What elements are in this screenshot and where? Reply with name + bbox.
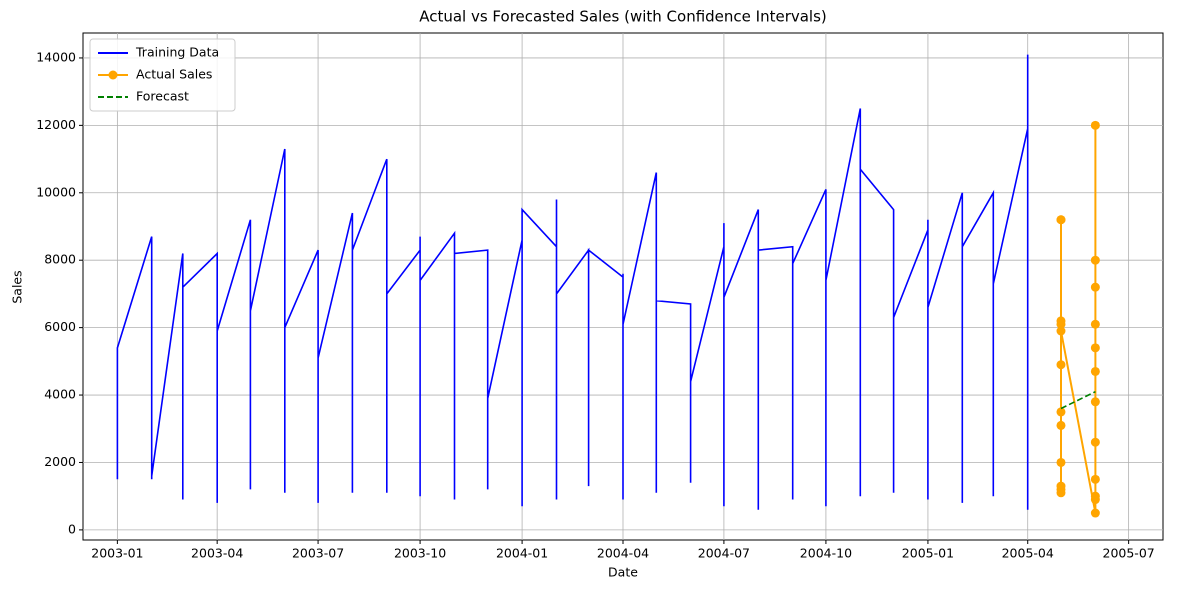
x-tick-label: 2005-07	[1103, 546, 1155, 561]
y-tick-label: 0	[68, 521, 76, 536]
x-tick-label: 2005-04	[1002, 546, 1054, 561]
y-axis-label: Sales	[10, 270, 25, 303]
marker	[1056, 215, 1066, 225]
y-tick-label: 4000	[44, 387, 76, 402]
x-tick-label: 2004-01	[496, 546, 548, 561]
y-tick-label: 2000	[44, 454, 76, 469]
marker	[1090, 282, 1100, 292]
marker	[1056, 420, 1066, 430]
x-tick-label: 2003-01	[91, 546, 143, 561]
legend-label: Training Data	[135, 45, 219, 60]
x-tick-label: 2004-10	[800, 546, 852, 561]
marker	[1056, 319, 1066, 329]
marker	[1056, 326, 1066, 336]
marker	[1056, 488, 1066, 498]
x-tick-label: 2004-04	[597, 546, 649, 561]
marker	[1090, 366, 1100, 376]
x-tick-label: 2003-10	[394, 546, 446, 561]
marker	[1056, 481, 1066, 491]
x-axis-label: Date	[608, 565, 638, 580]
marker	[1090, 397, 1100, 407]
marker	[1090, 437, 1100, 447]
x-tick-label: 2003-04	[191, 546, 243, 561]
marker	[1090, 255, 1100, 265]
marker	[1090, 508, 1100, 518]
legend-label: Actual Sales	[136, 67, 212, 82]
series-line	[116, 54, 1029, 510]
legend-label: Forecast	[136, 89, 189, 104]
y-tick-label: 14000	[36, 49, 76, 64]
legend-marker	[108, 70, 118, 80]
marker	[1090, 120, 1100, 130]
y-tick-label: 6000	[44, 319, 76, 334]
marker	[1056, 360, 1066, 370]
y-tick-label: 10000	[36, 184, 76, 199]
marker	[1090, 343, 1100, 353]
marker	[1090, 474, 1100, 484]
x-tick-label: 2005-01	[902, 546, 954, 561]
chart-title: Actual vs Forecasted Sales (with Confide…	[419, 8, 827, 26]
x-tick-label: 2003-07	[292, 546, 344, 561]
marker	[1056, 457, 1066, 467]
y-tick-label: 8000	[44, 252, 76, 267]
marker	[1090, 319, 1100, 329]
legend-box	[89, 38, 236, 112]
x-tick-label: 2004-07	[698, 546, 750, 561]
marker	[1056, 407, 1066, 417]
y-tick-label: 12000	[36, 117, 76, 132]
marker	[1090, 491, 1100, 501]
series-line	[1060, 390, 1096, 410]
series-line	[1060, 125, 1097, 514]
